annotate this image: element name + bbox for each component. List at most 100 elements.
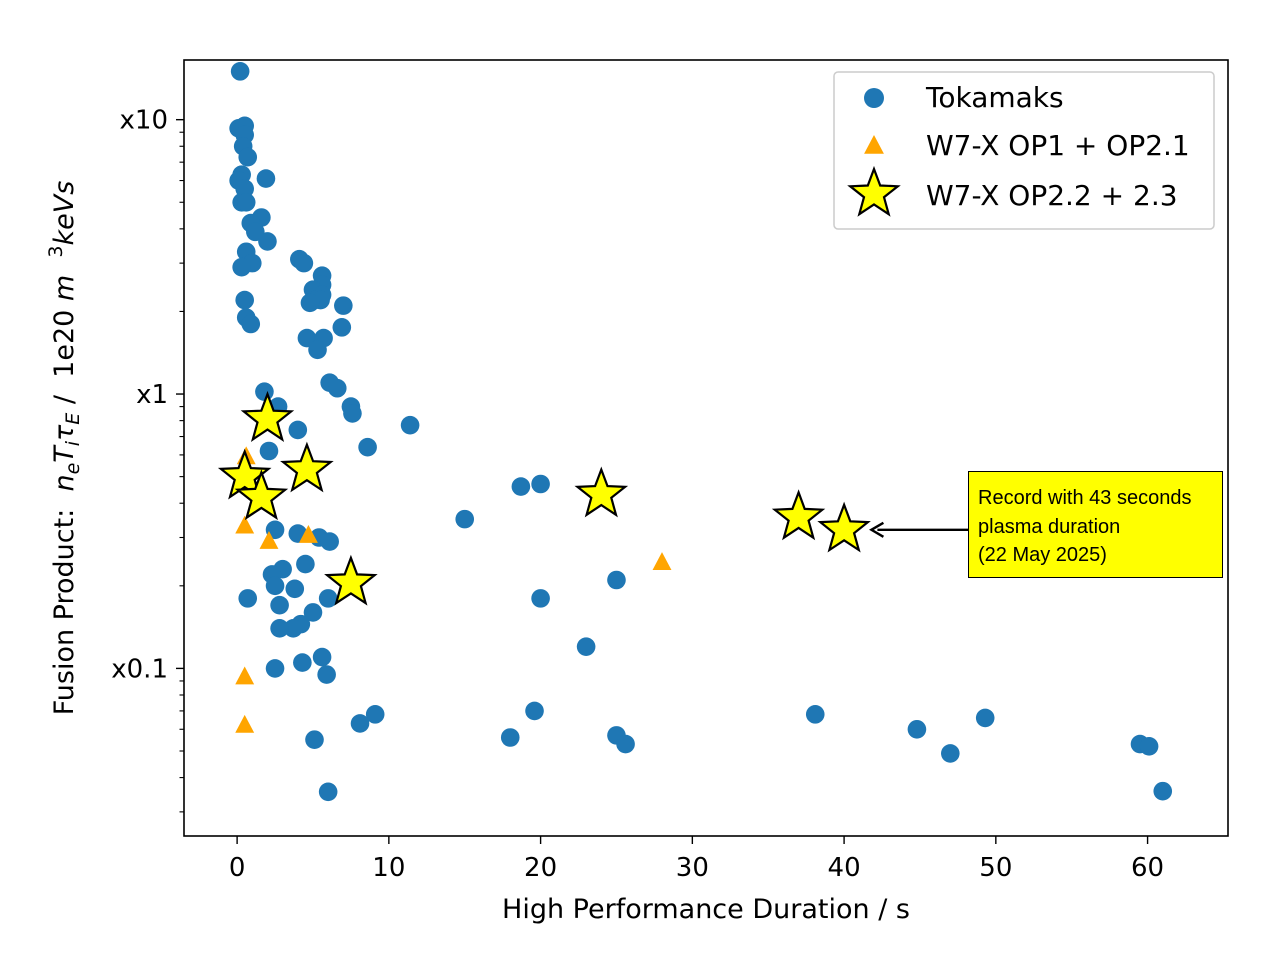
annotation-arrow [869, 521, 968, 538]
data-point [265, 659, 285, 678]
data-point [334, 296, 353, 315]
data-point [285, 579, 305, 599]
data-point [235, 515, 255, 534]
y-tick-label: x10 [120, 106, 168, 136]
data-point [270, 595, 289, 615]
data-point [500, 728, 520, 747]
y-tick-label: x0.1 [111, 654, 168, 684]
data-point [531, 589, 550, 608]
data-point [235, 666, 255, 685]
data-point [365, 705, 385, 724]
annotation-line-2: plasma duration [978, 515, 1121, 538]
y-label-part: i [62, 440, 84, 446]
data-point [217, 448, 272, 500]
data-point [805, 705, 825, 724]
data-point [256, 169, 276, 188]
y-label-part: e [62, 463, 84, 475]
y-tick-label: x1 [136, 380, 168, 410]
data-point [525, 701, 544, 721]
data-point [652, 552, 672, 570]
data-point [238, 589, 258, 608]
y-label-part: n [49, 474, 80, 491]
data-point [296, 554, 315, 574]
legend-marker-op1-op21 [864, 135, 884, 154]
legend: Tokamaks W7-X OP1 + OP2.1 W7-X OP2.2 + 2… [833, 71, 1215, 230]
data-point [255, 382, 274, 401]
y-label-part: m [49, 275, 80, 301]
y-label-part: / 1e20 [49, 301, 80, 413]
annotation-line-3: (22 May 2025) [978, 544, 1107, 566]
series-2 [235, 446, 672, 733]
annotation-arrow-head [869, 521, 885, 538]
y-label-part: τ [49, 424, 80, 441]
data-point [318, 589, 338, 608]
y-label-part: 3 [45, 246, 67, 258]
data-point [303, 603, 323, 622]
data-point [305, 730, 324, 749]
x-tick-label: 0 [229, 853, 246, 883]
y-label-part: E [62, 413, 84, 425]
data-point [324, 554, 378, 606]
data-point [400, 415, 420, 435]
data-point [240, 390, 295, 442]
data-point [259, 531, 279, 549]
legend-marker-tokamaks [864, 88, 884, 108]
scatter-series [217, 62, 1173, 802]
data-point [1153, 781, 1173, 801]
record-annotation: Record with 43 seconds plasma duration (… [968, 471, 1223, 578]
data-point [235, 290, 254, 310]
data-point [283, 619, 303, 638]
annotation-line-1: Record with 43 seconds [978, 487, 1192, 509]
data-point [317, 665, 336, 684]
legend-label-op1-op21: W7-X OP1 + OP2.1 [926, 129, 1190, 162]
y-label-part: T [49, 444, 80, 463]
data-point [616, 734, 635, 754]
y-label-part: Fusion Product: [49, 492, 80, 716]
data-point [941, 744, 960, 763]
data-point [511, 477, 531, 496]
data-point [607, 570, 626, 590]
legend-label-op22-23: W7-X OP2.2 + 2.3 [926, 179, 1178, 212]
data-point [265, 576, 285, 596]
data-point [332, 318, 352, 337]
data-point [576, 637, 596, 656]
data-point [531, 474, 550, 494]
x-tick-label: 50 [979, 853, 1012, 883]
x-axis: 0 10 20 30 40 50 60 [229, 836, 1164, 883]
y-axis: x10 x1 x0.1 [111, 106, 184, 684]
data-point [455, 509, 475, 529]
data-point [293, 653, 312, 672]
x-tick-label: 20 [524, 853, 557, 883]
data-point [343, 404, 362, 423]
x-tick-label: 60 [1131, 853, 1164, 883]
data-point [298, 525, 318, 543]
data-point [358, 437, 377, 457]
y-label-part: keVs [49, 181, 80, 246]
data-point [232, 257, 251, 277]
legend-box [833, 71, 1215, 230]
data-point [350, 714, 370, 733]
data-point [280, 441, 334, 493]
data-point [907, 719, 927, 739]
legend-marker-op22-23 [847, 165, 901, 217]
data-point [288, 420, 308, 440]
data-point [235, 714, 255, 733]
data-point [258, 232, 277, 251]
data-point [241, 314, 261, 334]
y-axis-minor-ticks [179, 131, 184, 813]
data-point [312, 647, 332, 667]
x-tick-label: 40 [828, 853, 861, 883]
y-axis-label: Fusion Product: neTiτE / 1e20 m 3keVs [45, 181, 84, 716]
data-point [975, 708, 995, 728]
data-point [259, 441, 279, 461]
x-tick-label: 10 [372, 853, 405, 883]
data-point [270, 619, 289, 638]
data-point [318, 782, 338, 802]
x-tick-label: 30 [676, 853, 709, 883]
x-axis-label: High Performance Duration / s [502, 894, 910, 925]
data-point [771, 489, 826, 541]
data-point [1139, 737, 1159, 756]
data-point [817, 501, 871, 553]
data-point [238, 147, 258, 167]
